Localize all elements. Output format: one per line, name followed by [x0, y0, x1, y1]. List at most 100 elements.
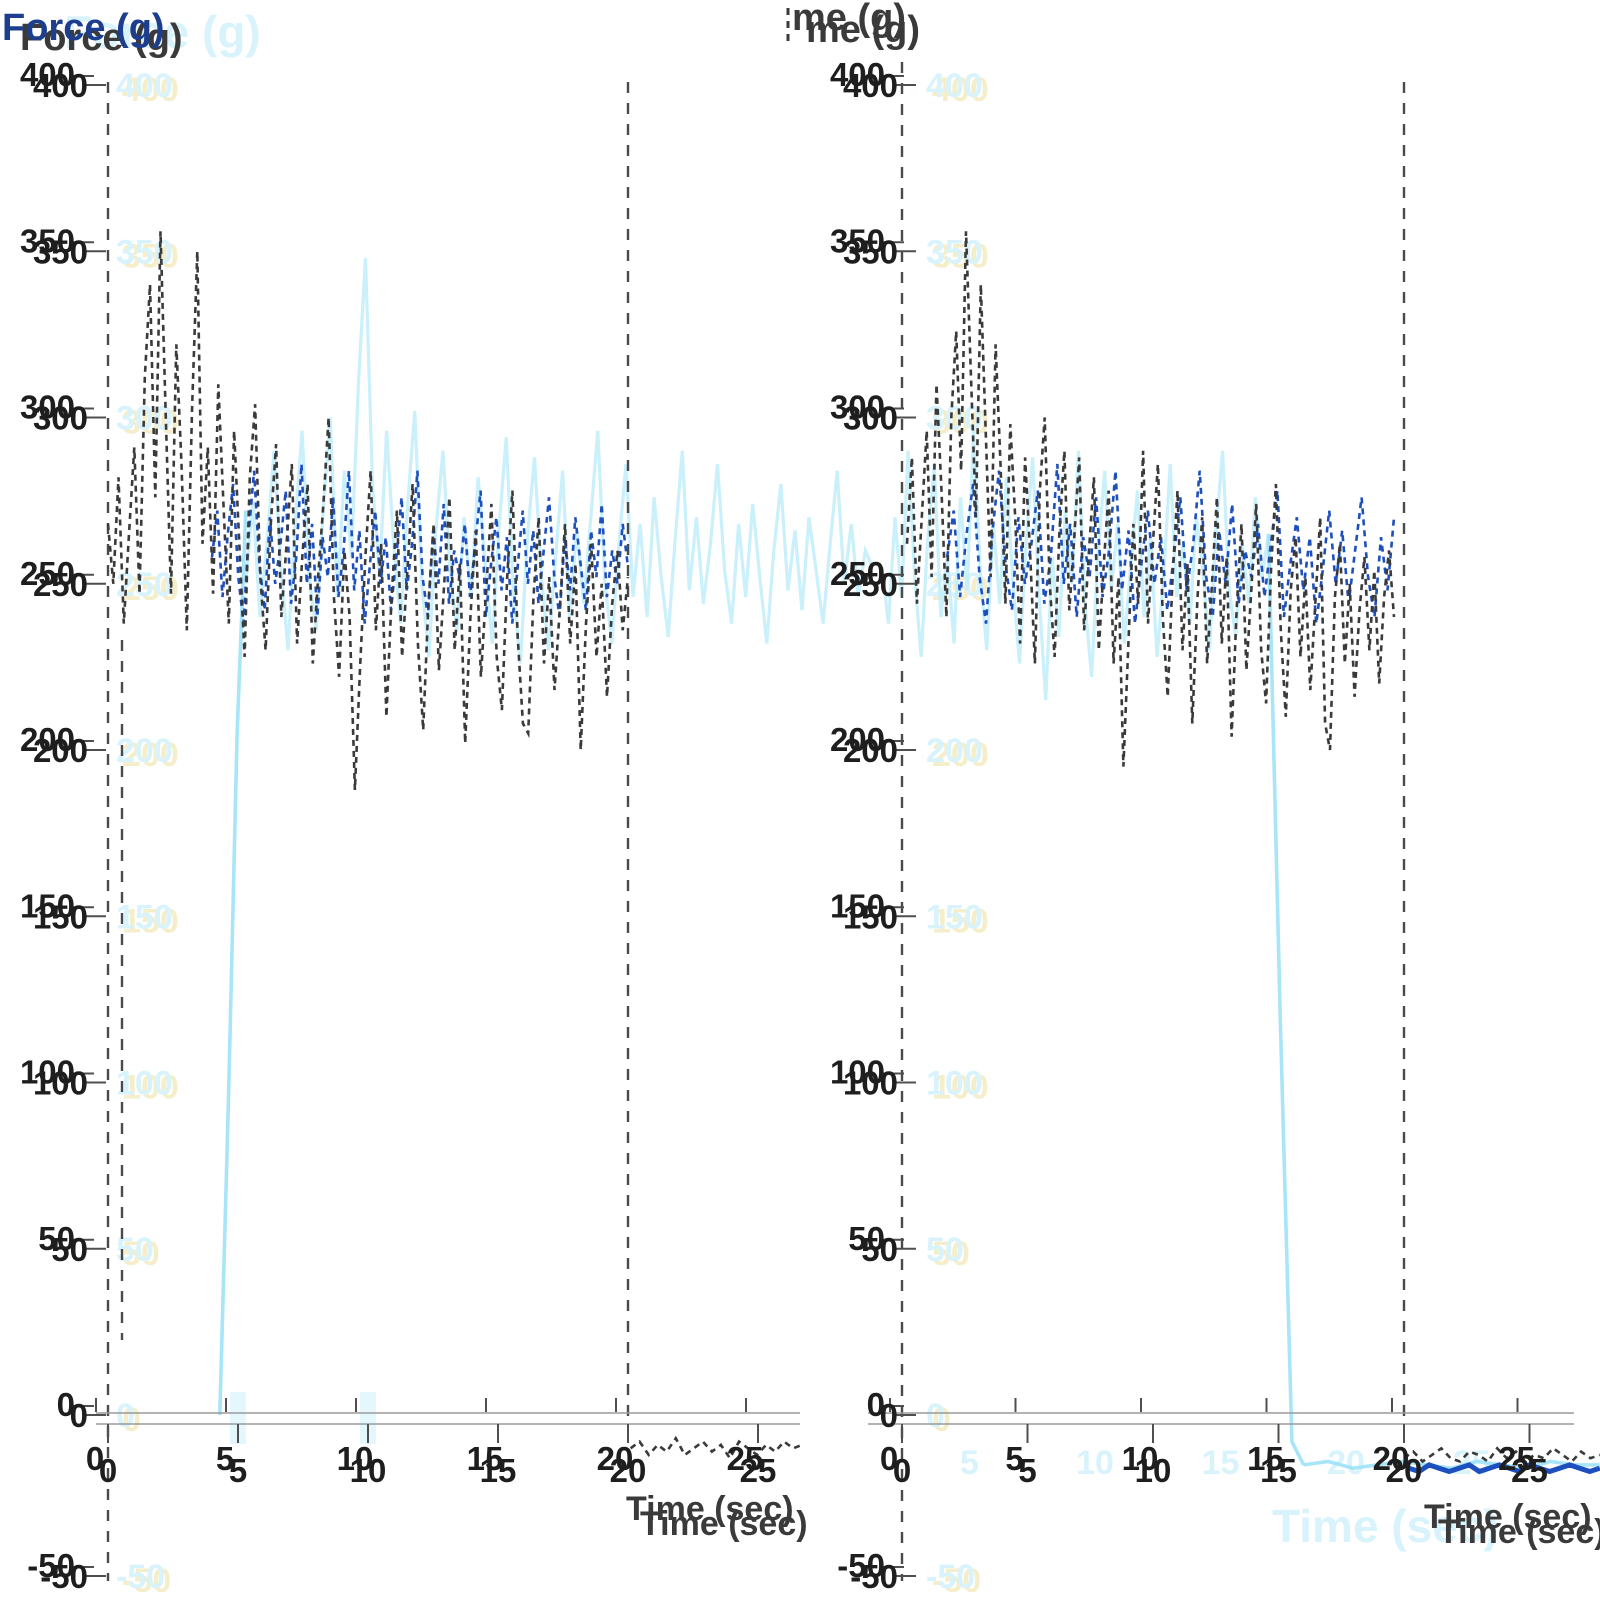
ghost-y-tick-label: 400 — [122, 71, 179, 109]
ghost-y-tick-label: 50 — [122, 1235, 160, 1273]
x-tick-label-ghost: 20 — [597, 1440, 634, 1477]
y-tick-label: -50 — [40, 1558, 88, 1595]
ghost-y-tick-label: 300 — [116, 400, 173, 438]
ghost-y-tick-label: 150 — [122, 902, 179, 940]
ylabel-left-layer: Force (g) — [64, 6, 261, 58]
y-tick-label: 300 — [33, 400, 88, 437]
ghost-y-tick-label: 350 — [926, 233, 983, 271]
y-tick-label-ghost: 100 — [20, 1054, 75, 1091]
ghost-y-tick-label: 100 — [932, 1069, 989, 1107]
y-tick-label: 350 — [843, 233, 898, 270]
y-tick-label-ghost: 150 — [830, 887, 885, 924]
ghost-x-tick-label: 10 — [1076, 1444, 1114, 1482]
y-tick-label-ghost: 250 — [20, 555, 75, 592]
ghost-y-tick-label: 50 — [926, 1231, 964, 1269]
ghost-y-tick-label: -50 — [932, 1562, 981, 1600]
ghost-y-tick-label: 0 — [932, 1401, 951, 1439]
ghost-y-tick-label: 200 — [116, 732, 173, 770]
ghost-y-tick-label: 0 — [926, 1397, 945, 1435]
ghost-y-tick-label: -50 — [122, 1562, 171, 1600]
y-tick-label-ghost: 50 — [38, 1220, 75, 1257]
ylabel-left-layer: Force (g) — [20, 17, 183, 59]
ghost-y-tick-label: 100 — [926, 1065, 983, 1103]
y-tick-label-ghost: 300 — [20, 389, 75, 426]
trace-left-force-cyan — [244, 257, 874, 664]
ghost-y-tick-label: 400 — [926, 67, 983, 105]
y-tick-label: 0 — [880, 1397, 898, 1434]
x-tick-label-ghost: 10 — [1122, 1440, 1159, 1477]
x-tick-label: 10 — [1135, 1452, 1172, 1489]
y-tick-label: 0 — [70, 1397, 88, 1434]
x-tick-label: 15 — [480, 1452, 517, 1489]
trace-right-force-cyan-drop — [1266, 533, 1306, 1466]
decor-text-layers: Force (g)Force (g)Force (g) me (g)me (g) T… — [2, 0, 1600, 1552]
x-tick-label: 25 — [740, 1452, 777, 1489]
xlabel-left-layer: Time (sec) — [626, 1490, 794, 1528]
y-tick-label-ghost: 350 — [20, 222, 75, 259]
ghost-y-tick-label: 300 — [122, 404, 179, 442]
ghost-y-tick-label: 150 — [932, 902, 989, 940]
x-tick-label-ghost: 15 — [467, 1440, 504, 1477]
y-tick-label: 100 — [33, 1065, 88, 1102]
ylabel-right-layer: me (g) — [792, 0, 906, 39]
x-tick-label-ghost: 15 — [1247, 1440, 1284, 1477]
ghost-y-tick-label: 250 — [122, 570, 179, 608]
ghost-y-tick-label: 350 — [122, 237, 179, 275]
y-tick-label: 250 — [843, 566, 898, 603]
y-tick-label-ghost: 150 — [20, 887, 75, 924]
ghost-y-tick-label: 50 — [932, 1235, 970, 1273]
y-tick-label: 300 — [843, 400, 898, 437]
ylabel-right-layer: me (g) — [806, 9, 920, 51]
ghost-smudge — [230, 1392, 246, 1444]
y-tick-label-ghost: 50 — [848, 1220, 885, 1257]
ghost-y-tick-label: -50 — [926, 1558, 975, 1596]
ghost-y-tick-label: 100 — [122, 1069, 179, 1107]
ghost-x-tick-label: 15 — [1202, 1444, 1240, 1482]
panel-right: 4004003503503003002502502002001501501001… — [830, 56, 1600, 1600]
x-tick-label: 20 — [610, 1452, 647, 1489]
ghost-y-tick-label: 0 — [122, 1401, 141, 1439]
xlabel-right-layer: Time (sec) — [1438, 1513, 1600, 1551]
ghost-y-tick-label: 250 — [926, 566, 983, 604]
y-tick-label: -50 — [850, 1558, 898, 1595]
ghost-x-tick-label: 5 — [960, 1444, 979, 1482]
trace-right-force-black-dashed — [905, 231, 1396, 767]
y-tick-label-ghost: 400 — [830, 56, 885, 93]
ghost-smudge — [360, 1392, 376, 1444]
ghost-y-tick-label: 100 — [116, 1065, 173, 1103]
ghost-y-tick-label: 200 — [926, 732, 983, 770]
x-tick-label-ghost: 10 — [337, 1440, 374, 1477]
y-tick-label: 400 — [843, 67, 898, 104]
y-tick-label: 50 — [861, 1231, 898, 1268]
trace-left-force-black-dashed — [106, 231, 630, 790]
y-tick-label: 200 — [33, 732, 88, 769]
x-tick-label: 5 — [1018, 1452, 1036, 1489]
x-tick-label: 0 — [99, 1452, 117, 1489]
ghost-y-tick-label: 400 — [932, 71, 989, 109]
ghost-y-tick-label: 350 — [116, 233, 173, 271]
xlabel-right-layer: Time (sec) — [1272, 1500, 1499, 1552]
x-tick-label: 10 — [350, 1452, 387, 1489]
ghost-y-tick-label: 350 — [932, 237, 989, 275]
y-tick-label: 50 — [51, 1231, 88, 1268]
y-tick-label-ghost: 200 — [20, 721, 75, 758]
ylabel-left-layer: Force (g) — [2, 7, 165, 49]
x-tick-label: 15 — [1260, 1452, 1297, 1489]
y-tick-label-ghost: 0 — [57, 1386, 75, 1423]
y-tick-label: 150 — [33, 898, 88, 935]
xlabel-left-layer: Time (sec) — [640, 1505, 808, 1543]
trace-right-force-black-tail — [1403, 1446, 1600, 1464]
trace-right-force-cyan — [880, 430, 1271, 701]
ghost-y-tick-label: 250 — [116, 566, 173, 604]
y-tick-label: 200 — [843, 732, 898, 769]
y-tick-label-ghost: 0 — [867, 1386, 885, 1423]
x-tick-label: 5 — [229, 1452, 247, 1489]
trace-left-force-black-tail — [629, 1435, 803, 1461]
xlabel-right-layer: Time (sec) — [1424, 1498, 1592, 1536]
y-tick-label: 100 — [843, 1065, 898, 1102]
x-tick-label-ghost: 0 — [880, 1440, 898, 1477]
y-tick-label-ghost: -50 — [27, 1547, 75, 1584]
y-tick-label: 150 — [843, 898, 898, 935]
y-tick-label: 350 — [33, 233, 88, 270]
